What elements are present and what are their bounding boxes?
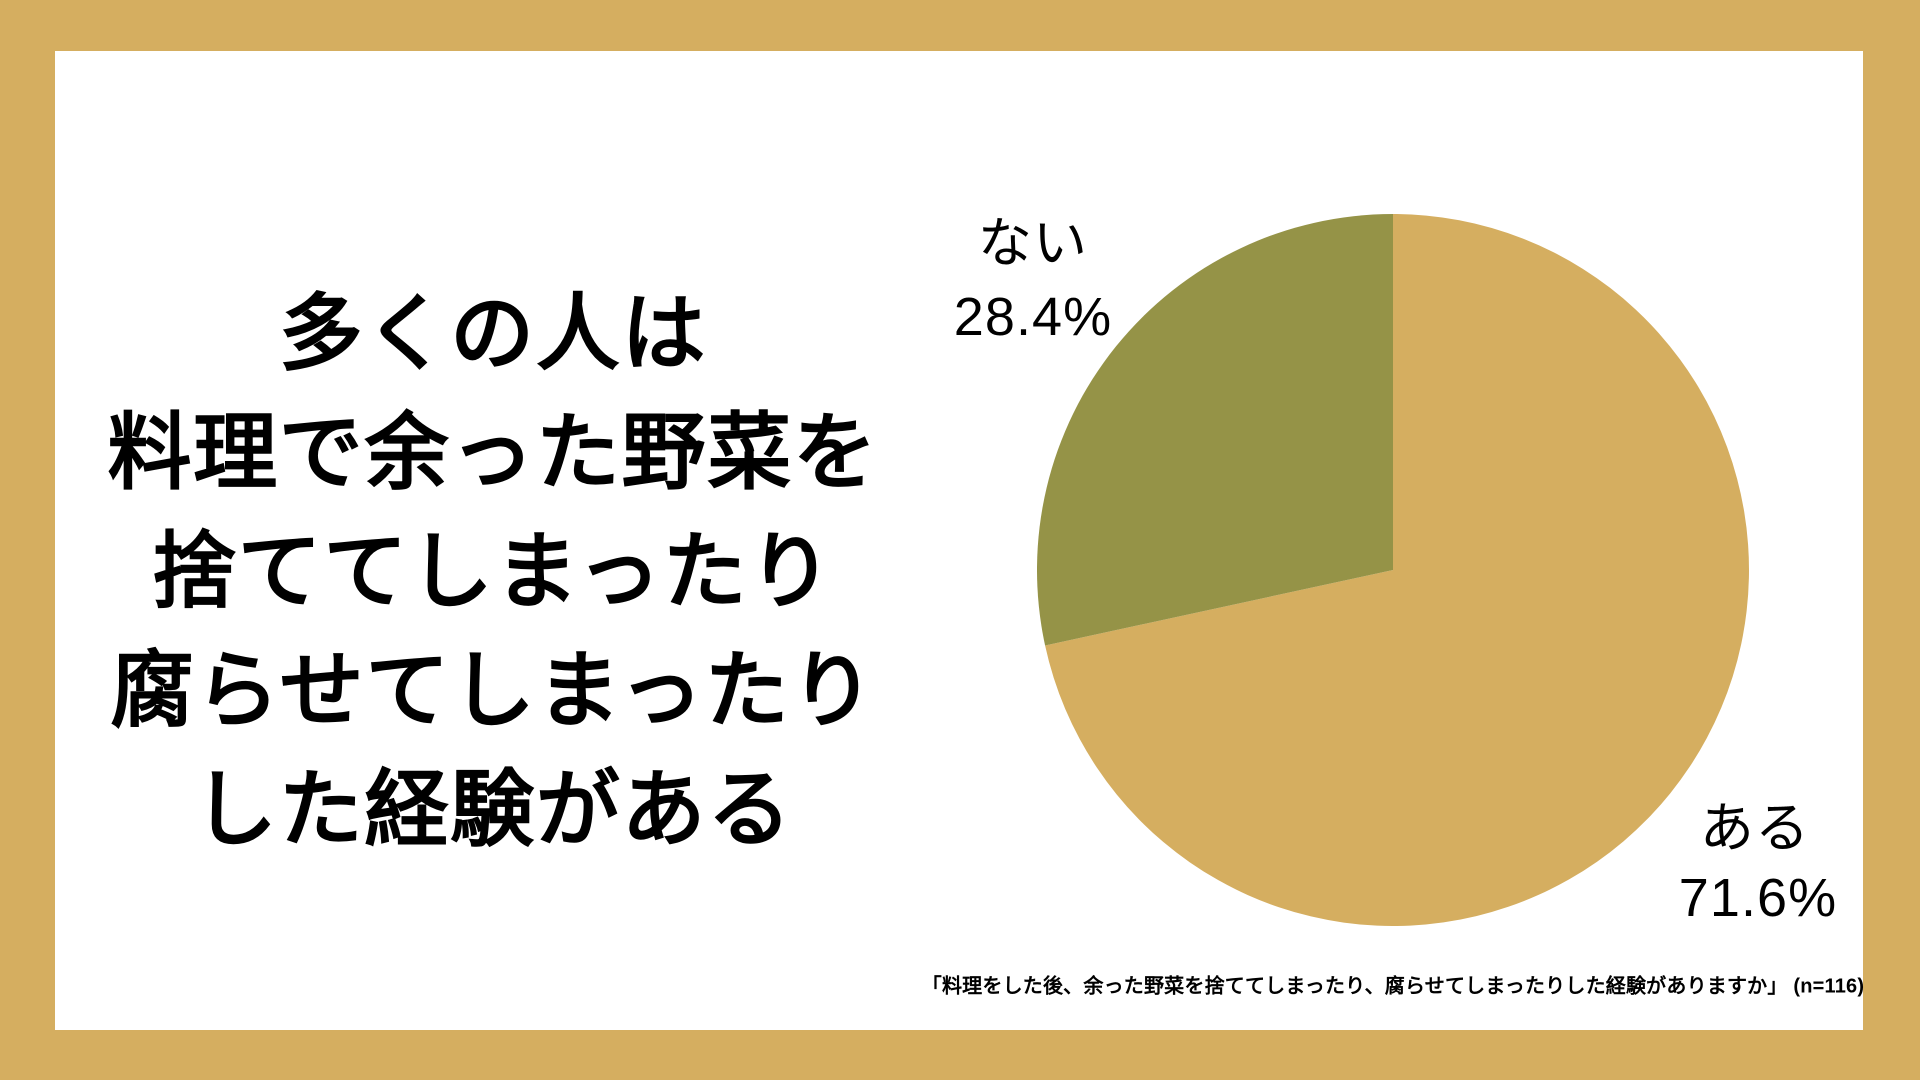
headline-line-4: 腐らせてしまったり: [109, 643, 877, 738]
pie-slice-ある: [1045, 214, 1749, 926]
source-note: 「料理をした後、余った野菜を捨ててしまったり、腐らせてしまったりした経験がありま…: [921, 975, 1865, 998]
pie-chart-container: [1037, 214, 1749, 926]
headline-text: 多くの人は 料理で余った野菜を 捨ててしまったり 腐らせてしまったり した経験が…: [53, 275, 933, 870]
headline-line-1: 多くの人は: [278, 286, 708, 381]
headline-line-2: 料理で余った野菜を: [107, 405, 879, 500]
pie-slice-ない: [1037, 214, 1393, 646]
pie-label-nai: ない: [977, 213, 1089, 274]
headline-line-5: した経験がある: [193, 762, 793, 857]
pie-label-aru: ある: [1699, 798, 1811, 859]
pie-chart: [1037, 214, 1749, 926]
content-card: 多くの人は 料理で余った野菜を 捨ててしまったり 腐らせてしまったり した経験が…: [53, 51, 1865, 1030]
pie-value-aru: 71.6%: [1678, 868, 1838, 928]
headline-line-3: 捨ててしまったり: [151, 524, 835, 619]
pie-value-nai: 28.4%: [953, 287, 1113, 347]
